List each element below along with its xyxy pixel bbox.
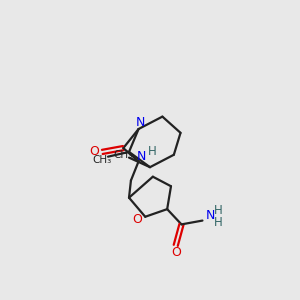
Text: O: O xyxy=(133,213,142,226)
Text: O: O xyxy=(171,247,181,260)
Text: H: H xyxy=(214,216,223,229)
Text: CH₃: CH₃ xyxy=(93,154,112,164)
Text: N: N xyxy=(137,150,146,163)
Text: H: H xyxy=(214,204,223,217)
Text: N: N xyxy=(206,209,215,222)
Text: H: H xyxy=(148,146,156,158)
Text: N: N xyxy=(136,116,145,129)
Text: CH₃: CH₃ xyxy=(114,150,133,160)
Text: O: O xyxy=(90,146,100,158)
